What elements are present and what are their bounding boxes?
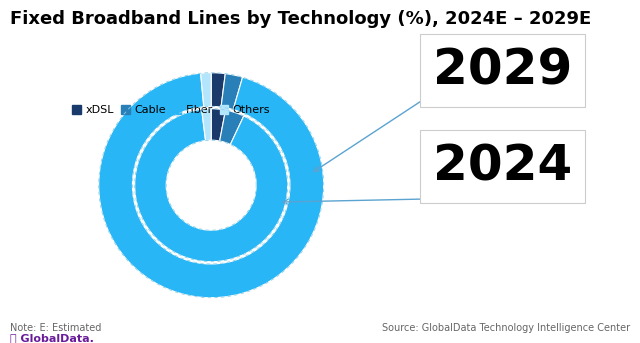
Text: Note: E: Estimated: Note: E: Estimated (10, 323, 101, 333)
Wedge shape (99, 73, 324, 298)
Wedge shape (211, 109, 225, 141)
Legend: xDSL, Cable, Fiber, Others: xDSL, Cable, Fiber, Others (68, 101, 275, 120)
Text: 2029: 2029 (433, 47, 572, 95)
Wedge shape (202, 109, 211, 141)
Text: 2024: 2024 (433, 143, 572, 191)
Wedge shape (200, 73, 211, 107)
Text: ⧖ GlobalData.: ⧖ GlobalData. (10, 333, 93, 343)
Wedge shape (221, 74, 243, 110)
Wedge shape (134, 109, 288, 262)
Wedge shape (220, 110, 244, 144)
Wedge shape (211, 73, 225, 107)
Text: Fixed Broadband Lines by Technology (%), 2024E – 2029E: Fixed Broadband Lines by Technology (%),… (10, 10, 591, 28)
Text: Source: GlobalData Technology Intelligence Center: Source: GlobalData Technology Intelligen… (382, 323, 630, 333)
